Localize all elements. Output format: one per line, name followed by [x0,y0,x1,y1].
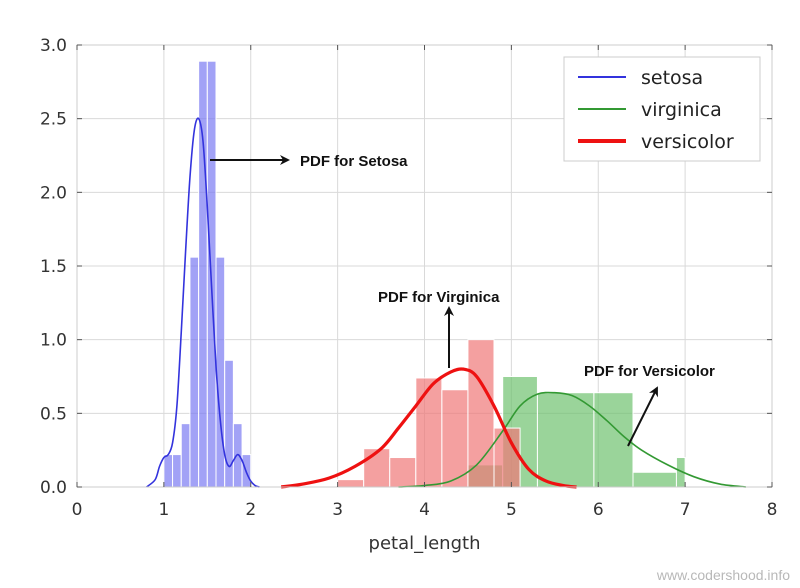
hist-bar-versicolor [363,448,391,488]
hist-bar-setosa [189,256,200,488]
y-tick-label: 2.0 [40,183,67,203]
arrow-versicolor [627,386,658,447]
hist-bar-versicolor [467,339,495,488]
hist-bar-setosa [215,256,226,488]
y-tick-label: 0.0 [40,478,67,498]
legend: setosa virginica versicolor [563,56,761,162]
y-tick-label: 1.0 [40,331,67,351]
y-tick-label: 1.5 [40,257,67,277]
axis-ticks: 0 1 2 3 4 5 6 7 8 0.0 0.5 1.0 1.5 2.0 2.5 3.0 [40,36,777,520]
x-tick-label: 6 [593,500,604,520]
y-tick-label: 2.5 [40,110,67,130]
x-tick-label: 2 [245,500,256,520]
hist-bar-setosa [163,454,174,488]
y-tick-label: 0.5 [40,404,67,424]
x-axis-label: petal_length [369,533,481,554]
legend-label-setosa: setosa [641,67,703,89]
kde-curves [145,117,747,489]
annotation-versicolor: PDF for Versicolor [584,363,715,380]
hist-bar-setosa [224,359,234,488]
hist-bar-versicolor [441,389,469,488]
kde-line-versicolor [280,367,577,489]
legend-label-virginica: virginica [641,99,722,121]
y-tick-label: 3.0 [40,36,67,56]
x-tick-label: 3 [332,500,343,520]
hist-bar-setosa [198,60,208,488]
x-tick-label: 4 [419,500,430,520]
x-tick-label: 7 [680,500,691,520]
annotation-virginica: PDF for Virginica [378,289,500,306]
x-tick-label: 0 [72,500,83,520]
hist-bar-setosa [180,423,191,488]
hist-bar-virginica [536,392,595,488]
legend-label-versicolor: versicolor [641,131,734,153]
x-tick-label: 8 [767,500,778,520]
hist-bar-setosa [172,454,182,488]
annotations: PDF for Setosa PDF for Virginica PDF for… [210,153,715,447]
x-tick-label: 5 [506,500,517,520]
kde-line-setosa [145,117,260,488]
hist-bar-versicolor [415,377,443,488]
annotation-setosa: PDF for Setosa [300,153,408,170]
kde-line-virginica [398,391,747,488]
x-tick-label: 1 [158,500,169,520]
watermark: www.codershood.info [656,567,790,583]
hist-bar-virginica [632,471,677,488]
hist-bar-virginica [593,392,634,488]
hist-bar-versicolor [337,479,365,488]
hist-bar-versicolor [389,457,417,488]
